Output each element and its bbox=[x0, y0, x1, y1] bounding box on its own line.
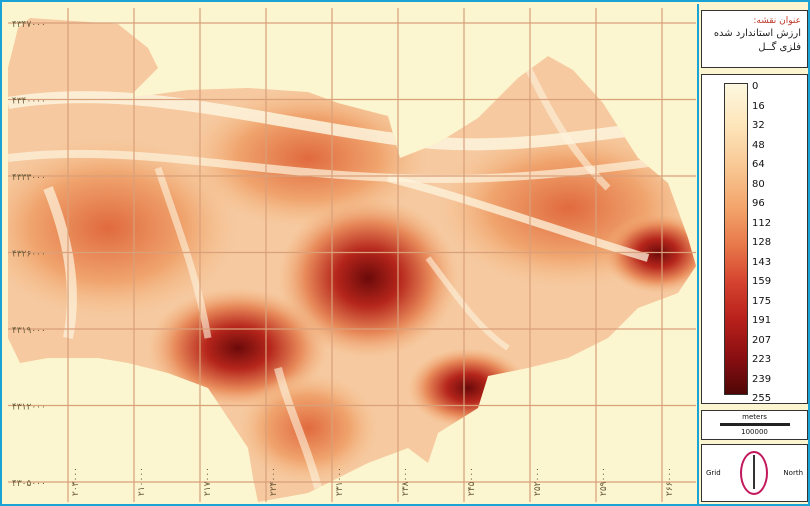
scale-bar bbox=[720, 423, 790, 426]
map-title: ارزش استاندارد شده فلزی گــل bbox=[713, 28, 801, 53]
legend-value: 32 bbox=[752, 120, 765, 131]
legend-value: 175 bbox=[752, 295, 772, 307]
north-grid-label: Grid bbox=[706, 469, 721, 477]
grid-label-x: ۲۰۳۰۰۰ bbox=[71, 467, 81, 496]
grid-label-x: ۲۱۰۰۰۰ bbox=[137, 467, 147, 496]
panel-separator bbox=[697, 4, 699, 506]
legend-value: 128 bbox=[752, 237, 772, 248]
north-label: North bbox=[783, 469, 803, 477]
legend-value: 255 bbox=[752, 393, 772, 404]
scale-unit: meters bbox=[742, 413, 767, 421]
grid-label-y: ۴۳۳۳۰۰۰ bbox=[12, 173, 46, 183]
map-title-label: عنوان نقشه: bbox=[753, 16, 801, 26]
legend-value: 0 bbox=[752, 81, 759, 92]
north-arrow-icon bbox=[753, 455, 755, 489]
coordinate-grid: ۴۳۴۷۰۰۰ ۴۳۴۰۰۰۰ ۴۳۳۳۰۰۰ ۴۳۲۶۰۰۰ ۴۳۱۹۰۰۰ ۴۳۱۲۰… bbox=[8, 8, 696, 502]
grid-label-x: ۲۳۱۰۰۰ bbox=[335, 467, 345, 496]
scale-bar-box: meters 100000 bbox=[701, 410, 808, 440]
legend-value: 16 bbox=[752, 100, 765, 112]
raster-map: ۴۳۴۷۰۰۰ ۴۳۴۰۰۰۰ ۴۳۳۳۰۰۰ ۴۳۲۶۰۰۰ ۴۳۱۹۰۰۰ ۴۳۱۲۰… bbox=[8, 8, 696, 502]
legend-value: 143 bbox=[752, 256, 772, 268]
grid-label-x: ۲۶۶۰۰۰ bbox=[665, 467, 675, 496]
legend-value: 223 bbox=[752, 354, 772, 365]
grid-label-y: ۴۳۴۰۰۰۰ bbox=[12, 97, 46, 107]
legend-color-ramp bbox=[724, 83, 748, 395]
legend-value: 96 bbox=[752, 198, 765, 209]
legend-value: 112 bbox=[752, 217, 772, 229]
grid-label-y: ۴۳۲۶۰۰۰ bbox=[12, 250, 46, 260]
grid-label-x: ۲۱۷۰۰۰ bbox=[203, 467, 213, 496]
legend-value: 48 bbox=[752, 139, 765, 151]
legend-value: 207 bbox=[752, 334, 772, 346]
grid-label-x: ۲۲۴۰۰۰ bbox=[269, 467, 279, 496]
grid-label-x: ۲۵۹۰۰۰ bbox=[599, 467, 609, 496]
legend-value: 159 bbox=[752, 276, 772, 287]
grid-label-x: ۲۳۸۰۰۰ bbox=[401, 467, 411, 496]
scale-value: 100000 bbox=[741, 428, 768, 436]
legend-value: 64 bbox=[752, 159, 765, 170]
grid-label-y: ۴۳۱۲۰۰۰ bbox=[12, 403, 46, 413]
map-view[interactable]: ۴۳۴۷۰۰۰ ۴۳۴۰۰۰۰ ۴۳۳۳۰۰۰ ۴۳۲۶۰۰۰ ۴۳۱۹۰۰۰ ۴۳۱۲۰… bbox=[8, 8, 696, 502]
grid-label-x: ۲۴۵۰۰۰ bbox=[467, 467, 477, 496]
grid-label-y: ۴۳۰۵۰۰۰ bbox=[12, 479, 46, 489]
grid-label-x: ۲۵۲۰۰۰ bbox=[533, 467, 543, 496]
legend-value: 80 bbox=[752, 178, 765, 190]
grid-label-y: ۴۳۱۹۰۰۰ bbox=[12, 326, 46, 336]
legend-box: 0 16 32 48 64 80 96 112 128 143 159 175 191 207 223 239… bbox=[701, 74, 808, 404]
grid-label-y: ۴۳۴۷۰۰۰ bbox=[12, 20, 46, 30]
legend-value: 191 bbox=[752, 315, 772, 326]
compass-ellipse bbox=[740, 451, 768, 495]
north-arrow-box: Grid North bbox=[701, 444, 808, 502]
legend-value: 239 bbox=[752, 373, 772, 385]
map-title-box: عنوان نقشه: ارزش استاندارد شده فلزی گــل bbox=[701, 10, 808, 68]
